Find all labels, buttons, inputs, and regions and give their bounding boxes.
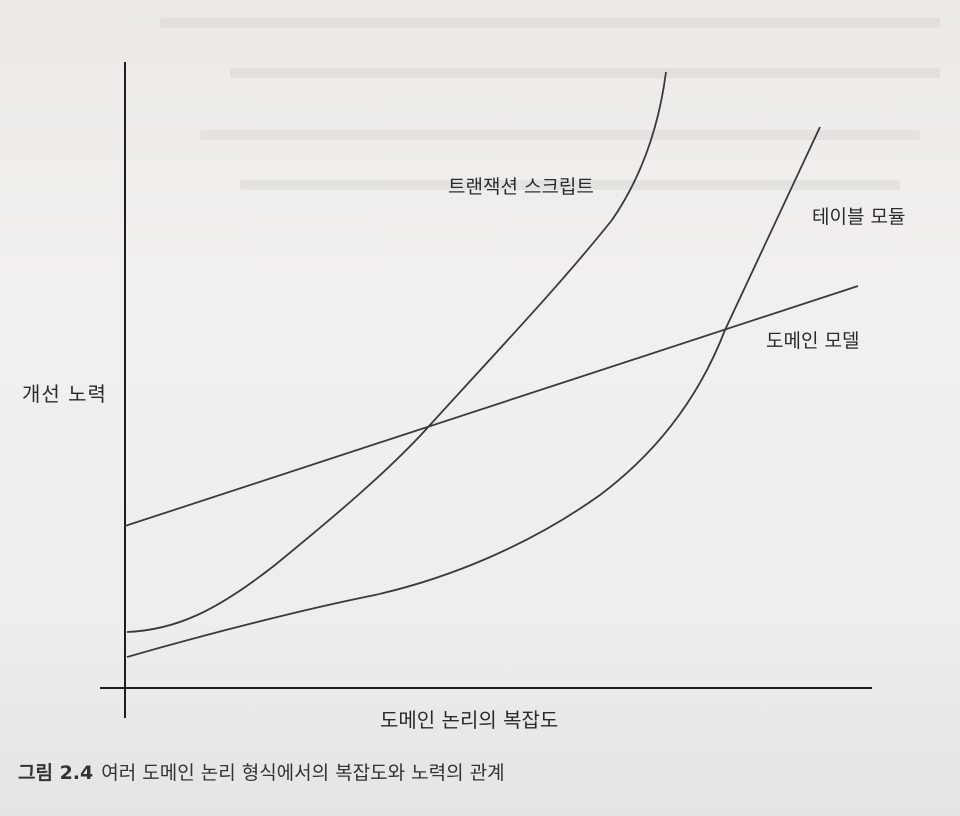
- show-through-line: [160, 18, 940, 28]
- series-line-1: [126, 126, 821, 658]
- series-label-transaction-script: 트랜잭션 스크립트: [448, 176, 594, 198]
- y-axis-label: 개선 노력: [22, 382, 107, 406]
- curves: [124, 71, 859, 658]
- show-through-line: [200, 130, 920, 140]
- series-line-0: [126, 71, 667, 633]
- series-line-2: [124, 285, 859, 527]
- figure-number: 그림 2.4: [18, 762, 94, 784]
- show-through-line: [230, 68, 940, 78]
- figure-caption: 그림 2.4 여러 도메인 논리 형식에서의 복잡도와 노력의 관계: [18, 758, 505, 785]
- x-axis-label: 도메인 논리의 복잡도: [380, 708, 559, 732]
- series-label-domain-model: 도메인 모델: [766, 330, 860, 352]
- figure-caption-text: 여러 도메인 논리 형식에서의 복잡도와 노력의 관계: [101, 762, 505, 784]
- series-label-table-module: 테이블 모듈: [812, 206, 906, 228]
- show-through-line: [240, 180, 900, 190]
- axes: [100, 62, 872, 718]
